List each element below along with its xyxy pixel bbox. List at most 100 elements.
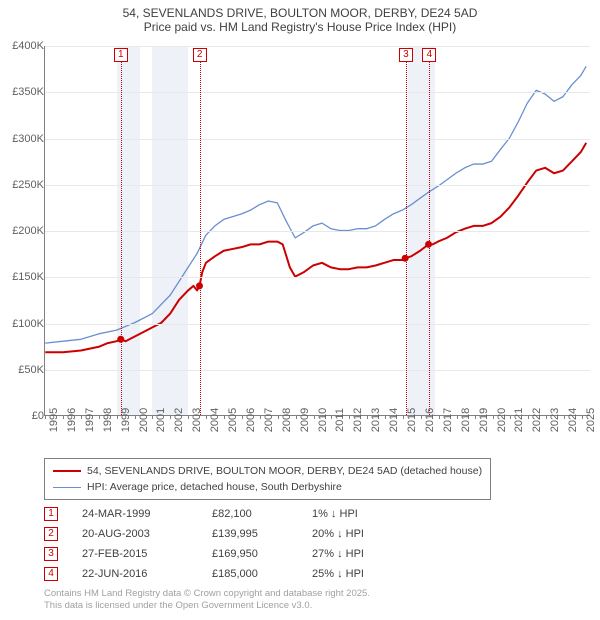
- x-tick: [439, 415, 440, 419]
- y-axis-label: £50K: [4, 364, 48, 376]
- x-axis-label: 2001: [155, 408, 167, 432]
- x-tick: [135, 415, 136, 419]
- x-tick: [421, 415, 422, 419]
- footer-line1: Contains HM Land Registry data © Crown c…: [44, 588, 370, 600]
- y-axis-label: £250K: [4, 179, 48, 191]
- x-axis-label: 2015: [406, 408, 418, 432]
- sale-marker-line: [429, 58, 430, 415]
- x-tick: [349, 415, 350, 419]
- x-tick: [385, 415, 386, 419]
- x-axis-label: 2017: [442, 408, 454, 432]
- legend-swatch: [53, 487, 81, 488]
- legend-swatch: [53, 470, 81, 472]
- x-tick: [582, 415, 583, 419]
- gridline: [45, 324, 590, 325]
- x-axis-label: 2011: [334, 408, 346, 432]
- title-subtitle: Price paid vs. HM Land Registry's House …: [0, 20, 600, 34]
- series-hpi: [45, 66, 586, 343]
- sales-diff: 27% ↓ HPI: [312, 548, 412, 560]
- x-tick: [117, 415, 118, 419]
- gridline: [45, 92, 590, 93]
- x-axis-label: 1995: [48, 408, 60, 432]
- x-axis-label: 2018: [460, 408, 472, 432]
- x-tick: [81, 415, 82, 419]
- sales-row: 422-JUN-2016£185,00025% ↓ HPI: [44, 564, 412, 584]
- x-axis-label: 2019: [478, 408, 490, 432]
- sale-marker-line: [121, 58, 122, 415]
- x-axis-label: 2004: [209, 408, 221, 432]
- x-tick: [206, 415, 207, 419]
- y-axis-label: £100K: [4, 318, 48, 330]
- sales-price: £185,000: [212, 568, 312, 580]
- x-axis-label: 2023: [549, 408, 561, 432]
- x-tick: [296, 415, 297, 419]
- gridline: [45, 370, 590, 371]
- y-axis-label: £350K: [4, 86, 48, 98]
- x-tick: [314, 415, 315, 419]
- x-axis-label: 2020: [496, 408, 508, 432]
- x-axis-label: 2010: [317, 408, 329, 432]
- footer-line2: This data is licensed under the Open Gov…: [44, 600, 370, 612]
- sales-date: 24-MAR-1999: [82, 508, 212, 520]
- x-axis-label: 2022: [531, 408, 543, 432]
- y-axis-label: £150K: [4, 271, 48, 283]
- x-axis-label: 2000: [138, 408, 150, 432]
- sales-row: 220-AUG-2003£139,99520% ↓ HPI: [44, 524, 412, 544]
- x-axis-label: 1998: [102, 408, 114, 432]
- x-axis-label: 2024: [567, 408, 579, 432]
- legend-label: 54, SEVENLANDS DRIVE, BOULTON MOOR, DERB…: [87, 465, 482, 477]
- x-tick: [188, 415, 189, 419]
- x-tick: [403, 415, 404, 419]
- x-tick: [564, 415, 565, 419]
- sales-diff: 1% ↓ HPI: [312, 508, 412, 520]
- x-axis-label: 2003: [191, 408, 203, 432]
- x-tick: [278, 415, 279, 419]
- x-axis-label: 2021: [513, 408, 525, 432]
- sales-price: £139,995: [212, 528, 312, 540]
- sale-marker-line: [406, 58, 407, 415]
- x-tick: [546, 415, 547, 419]
- sales-table: 1 24-MAR-1999£82,1001% ↓ HPI 220-AUG-2003£…: [44, 504, 412, 584]
- sales-diff: 20% ↓ HPI: [312, 528, 412, 540]
- sales-price: £169,950: [212, 548, 312, 560]
- x-tick: [457, 415, 458, 419]
- x-axis-label: 2007: [263, 408, 275, 432]
- x-tick: [367, 415, 368, 419]
- x-tick: [242, 415, 243, 419]
- footer-attribution: Contains HM Land Registry data © Crown c…: [44, 588, 370, 612]
- gridline: [45, 277, 590, 278]
- sales-diff: 25% ↓ HPI: [312, 568, 412, 580]
- sales-date: 27-FEB-2015: [82, 548, 212, 560]
- sale-marker-box: 4: [422, 48, 436, 62]
- chart-container: { "title": { "line1": "54, SEVENLANDS DR…: [0, 0, 600, 620]
- gridline: [45, 139, 590, 140]
- x-axis-label: 1997: [84, 408, 96, 432]
- x-tick: [510, 415, 511, 419]
- gridline: [45, 231, 590, 232]
- x-tick: [63, 415, 64, 419]
- x-axis-label: 2002: [173, 408, 185, 432]
- legend-box: 54, SEVENLANDS DRIVE, BOULTON MOOR, DERB…: [44, 458, 491, 500]
- x-axis-label: 2006: [245, 408, 257, 432]
- y-axis-label: £0: [4, 410, 48, 422]
- sale-marker-box: 1: [114, 48, 128, 62]
- x-axis-label: 2012: [352, 408, 364, 432]
- x-axis-label: 2014: [388, 408, 400, 432]
- x-axis-label: 2013: [370, 408, 382, 432]
- x-axis-label: 2016: [424, 408, 436, 432]
- sales-price: £82,100: [212, 508, 312, 520]
- x-axis-label: 2025: [585, 408, 597, 432]
- y-axis-label: £400K: [4, 40, 48, 52]
- y-axis-label: £300K: [4, 133, 48, 145]
- sales-index-box: 1: [44, 507, 58, 521]
- sales-date: 20-AUG-2003: [82, 528, 212, 540]
- gridline: [45, 185, 590, 186]
- sales-row: 1 24-MAR-1999£82,1001% ↓ HPI: [44, 504, 412, 524]
- x-axis-label: 2008: [281, 408, 293, 432]
- x-axis-label: 2009: [299, 408, 311, 432]
- legend-label: HPI: Average price, detached house, Sout…: [87, 481, 342, 493]
- x-tick: [260, 415, 261, 419]
- x-axis-label: 2005: [227, 408, 239, 432]
- x-tick: [493, 415, 494, 419]
- sales-index-box: 3: [44, 547, 58, 561]
